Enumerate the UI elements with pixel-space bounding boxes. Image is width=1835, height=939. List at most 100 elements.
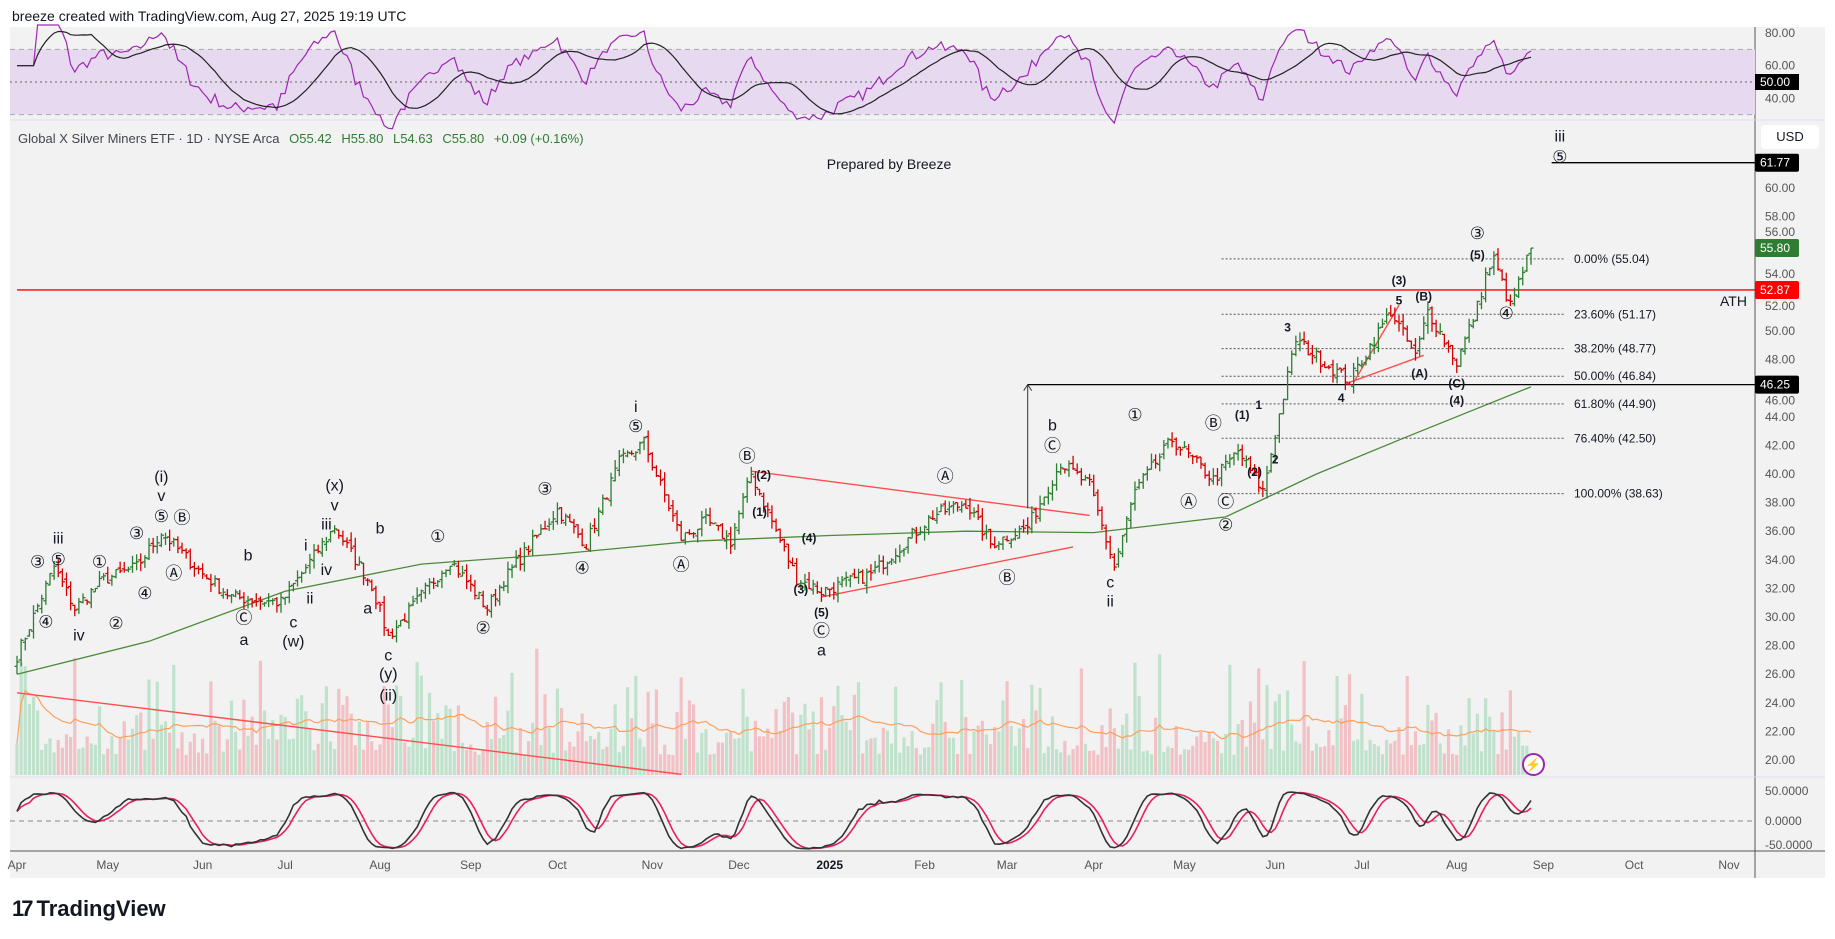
volume-bar <box>1059 752 1063 775</box>
ohlc-bar <box>113 568 119 579</box>
volume-bar <box>481 749 485 775</box>
wave-label: (4) <box>1449 394 1464 408</box>
volume-bar <box>1005 681 1009 775</box>
volume-bar <box>638 738 642 775</box>
ohlc-bar <box>592 518 598 534</box>
wave-label: (2) <box>756 468 771 482</box>
ohlc-bar <box>167 529 173 551</box>
lightning-icon[interactable]: ⚡ <box>1522 753 1545 776</box>
volume-bar <box>1083 743 1088 775</box>
ohlc-bar <box>1384 308 1390 324</box>
ohlc-bar <box>641 436 647 451</box>
volume-bar <box>246 735 250 775</box>
volume-bar <box>1298 743 1302 775</box>
price-tick-label: 32.00 <box>1765 581 1795 595</box>
volume-bar <box>1385 739 1389 775</box>
ohlc-bar <box>509 564 515 578</box>
oscillator-tick-label: -50.0000 <box>1765 838 1813 852</box>
wave-label: ③ <box>537 480 552 499</box>
ohlc-bar <box>856 568 862 584</box>
wave-label: Ⓒ <box>1217 493 1234 512</box>
volume-bar <box>374 749 378 775</box>
ohlc-bar <box>175 536 181 554</box>
wave-label: (4) <box>802 531 817 545</box>
price-badge <box>1755 153 1799 172</box>
wave-label: 1 <box>1255 398 1262 412</box>
volume-bar <box>85 736 89 775</box>
volume-bar <box>155 681 159 775</box>
volume-bar <box>328 741 333 775</box>
volume-bar <box>225 739 229 775</box>
volume-bar <box>1261 739 1265 775</box>
wave-label: (A) <box>1411 366 1428 380</box>
volume-bar <box>1380 754 1385 775</box>
ohlc-bar <box>183 548 189 559</box>
volume-bar <box>217 725 221 775</box>
tradingview-logo[interactable]: 17 TradingView <box>12 896 166 922</box>
ohlc-bar <box>847 574 853 588</box>
wave-label: (y) <box>379 666 398 683</box>
volume-bar <box>1071 749 1075 775</box>
volume-bar <box>762 736 766 775</box>
time-tick-label: Jul <box>277 858 292 872</box>
volume-bar <box>803 703 807 775</box>
ohlc-bar <box>839 576 845 588</box>
ohlc-bar <box>1338 367 1344 373</box>
ohlc-bar <box>286 581 292 604</box>
wave-label: (2) <box>1247 465 1262 479</box>
oscillator-signal-line <box>16 791 1532 850</box>
wave-label: ② <box>1218 515 1233 534</box>
price-tick-label: 28.00 <box>1765 639 1795 653</box>
volume-bar <box>27 703 31 775</box>
ohlc-bar <box>154 535 160 554</box>
ohlc-bar <box>922 525 928 541</box>
volume-bar <box>1397 727 1401 775</box>
ohlc-bar <box>233 589 239 598</box>
ohlc-bar <box>1334 363 1340 384</box>
volume-bar <box>1405 675 1409 775</box>
volume-bar <box>460 742 465 775</box>
ohlc-bar <box>332 525 338 534</box>
wave-label: ii <box>306 590 313 607</box>
open-value: O55.42 <box>289 131 332 146</box>
volume-bar <box>394 685 399 775</box>
wave-label: 3 <box>1284 321 1291 335</box>
close-value: C55.80 <box>442 131 485 146</box>
wave-label: a <box>363 600 372 617</box>
wave-label: Ⓒ <box>1044 436 1061 455</box>
ohlc-bar <box>963 499 969 509</box>
ohlc-bar <box>26 629 32 637</box>
ohlc-bar <box>781 538 787 552</box>
wave-label: 5 <box>1396 294 1403 308</box>
ohlc-bar <box>1194 455 1200 463</box>
ohlc-bar <box>1161 440 1167 460</box>
wave-label: b <box>376 520 385 537</box>
wave-label: (ii) <box>379 688 397 705</box>
volume-bar <box>341 704 345 775</box>
price-tick-label: 30.00 <box>1765 610 1795 624</box>
volume-bar <box>588 735 593 775</box>
wave-label: Ⓒ <box>235 608 252 627</box>
volume-bar <box>997 731 1001 775</box>
volume-bar <box>271 720 275 775</box>
volume-bar <box>1158 654 1162 775</box>
volume-bar <box>663 744 667 775</box>
ohlc-bar <box>80 593 86 604</box>
volume-bar <box>580 713 584 775</box>
volume-bar <box>1319 747 1323 775</box>
symbol-name[interactable]: Global X Silver Miners ETF · 1D · NYSE A… <box>18 131 280 146</box>
volume-bar <box>848 730 852 775</box>
volume-bar <box>184 754 188 775</box>
ohlc-bar <box>1016 525 1022 539</box>
volume-bar <box>555 688 560 775</box>
time-tick-label: Oct <box>1625 858 1644 872</box>
ohlc-bar <box>146 538 152 561</box>
volume-bar <box>432 721 436 775</box>
currency-button[interactable]: USD <box>1761 125 1819 149</box>
volume-bar <box>1467 698 1471 775</box>
volume-bar <box>1459 725 1463 775</box>
volume-bar <box>1149 754 1154 775</box>
volume-bar <box>1215 740 1220 775</box>
wave-label: (3) <box>1392 274 1407 288</box>
